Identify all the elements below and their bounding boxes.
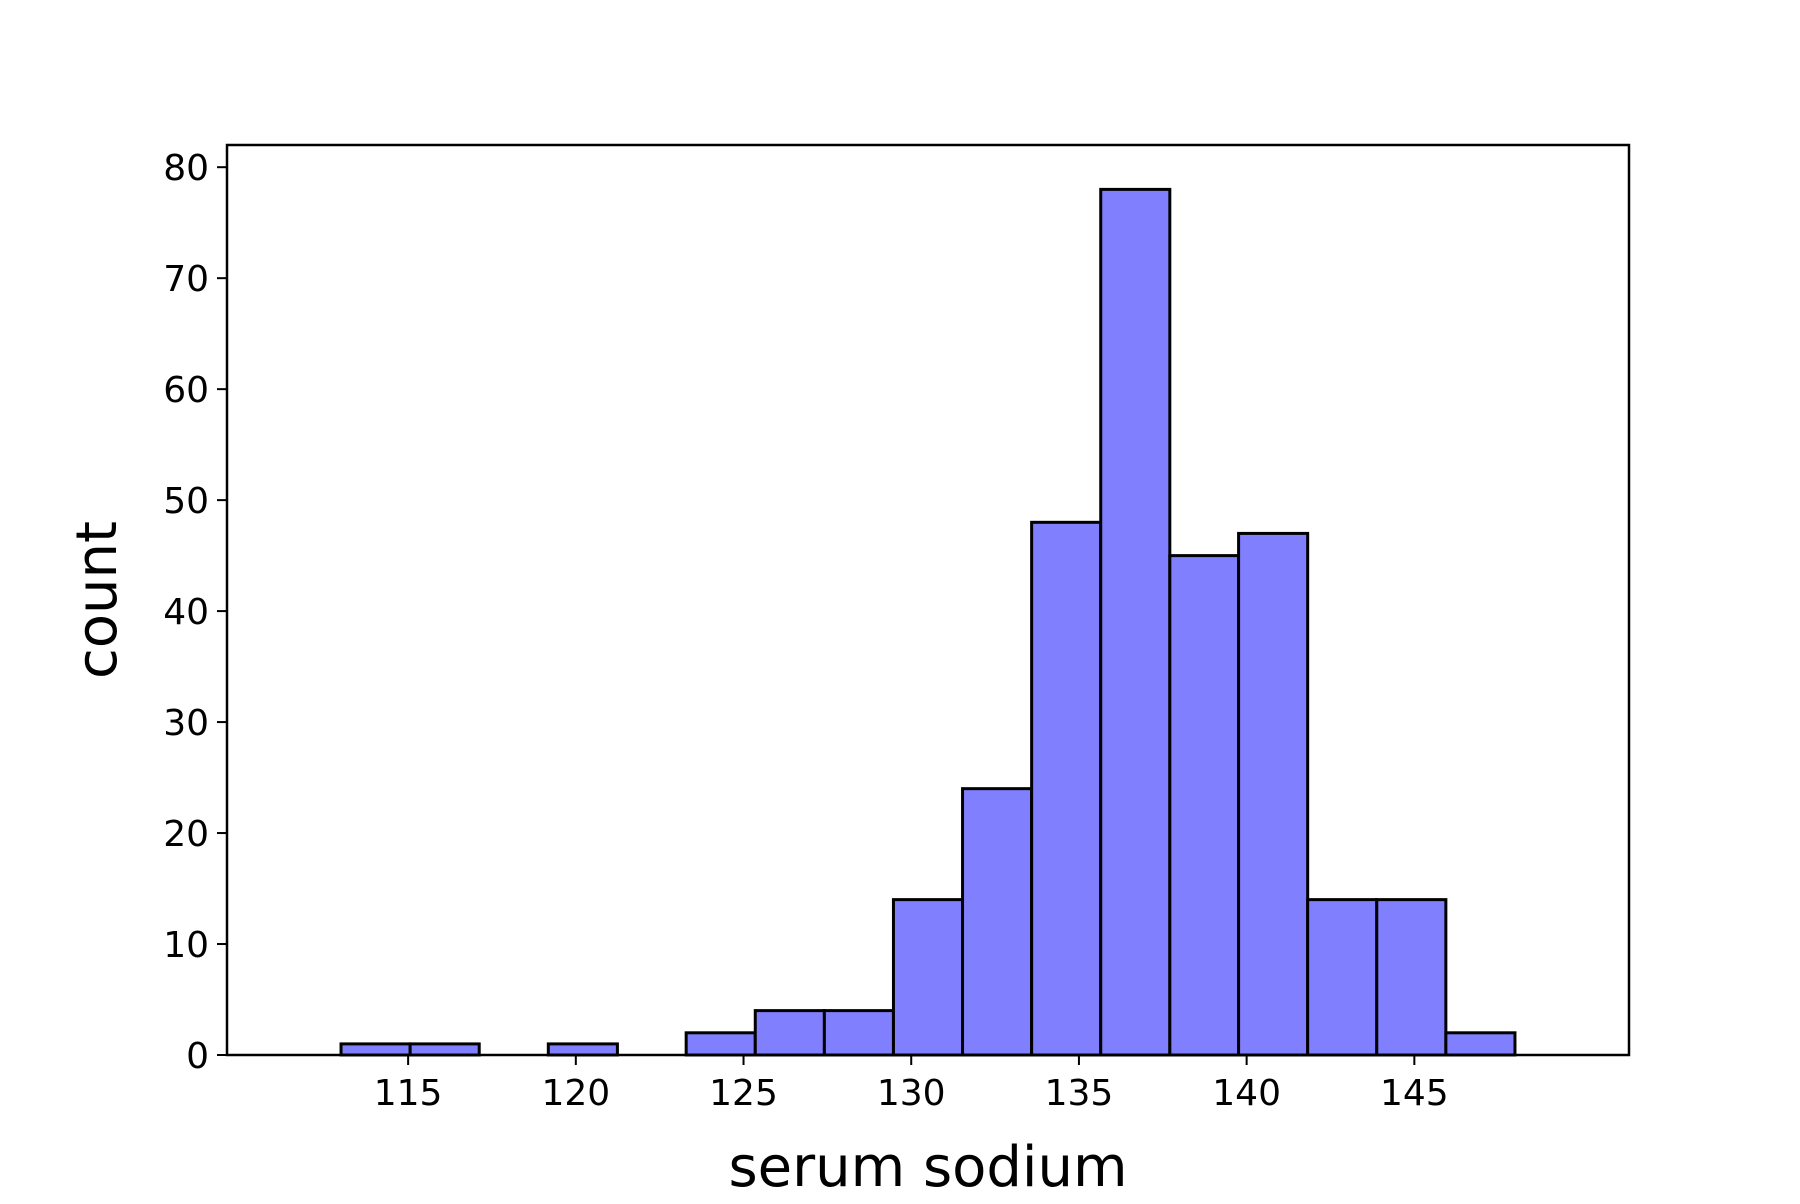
bars-layer bbox=[339, 187, 1517, 1057]
plot-frame bbox=[225, 143, 1631, 1057]
histogram-bar bbox=[339, 1042, 412, 1057]
histogram-bar bbox=[1237, 531, 1310, 1057]
x-tick-label: 120 bbox=[541, 1073, 610, 1114]
histogram-bar bbox=[822, 1009, 895, 1057]
x-tick-label: 140 bbox=[1212, 1073, 1281, 1114]
y-tick-label: 30 bbox=[163, 703, 209, 744]
x-tick-label: 115 bbox=[374, 1073, 443, 1114]
y-tick-label: 40 bbox=[163, 592, 209, 633]
y-tick-label: 70 bbox=[163, 259, 209, 300]
x-axis-ticks: 115 120 125 130 135 140 145 bbox=[374, 1055, 1449, 1114]
x-tick-label: 125 bbox=[709, 1073, 778, 1114]
x-tick-label: 145 bbox=[1380, 1073, 1449, 1114]
histogram-bar bbox=[1444, 1031, 1517, 1057]
histogram-bar bbox=[1306, 898, 1379, 1057]
histogram-bar bbox=[1375, 898, 1448, 1057]
histogram-bar bbox=[1099, 187, 1172, 1057]
x-tick-label: 130 bbox=[877, 1073, 946, 1114]
y-axis-ticks: 0 10 20 30 40 50 60 70 80 bbox=[163, 148, 227, 1077]
y-tick-label: 60 bbox=[163, 370, 209, 411]
histogram-bar bbox=[891, 898, 965, 1057]
y-tick-label: 20 bbox=[163, 814, 209, 855]
histogram-bar bbox=[408, 1042, 481, 1057]
histogram-bar bbox=[753, 1009, 826, 1057]
y-tick-label: 0 bbox=[186, 1036, 209, 1077]
y-tick-label: 80 bbox=[163, 148, 209, 189]
y-tick-label: 50 bbox=[163, 481, 209, 522]
histogram-bar bbox=[961, 787, 1034, 1057]
histogram-bar bbox=[1168, 554, 1241, 1057]
y-axis-label: count bbox=[65, 521, 130, 679]
histogram-bar bbox=[546, 1042, 619, 1057]
x-axis-label: serum sodium bbox=[728, 1135, 1127, 1200]
histogram-bar bbox=[1030, 520, 1103, 1057]
y-tick-label: 10 bbox=[163, 925, 209, 966]
x-tick-label: 135 bbox=[1045, 1073, 1114, 1114]
histogram-bar bbox=[684, 1031, 757, 1057]
